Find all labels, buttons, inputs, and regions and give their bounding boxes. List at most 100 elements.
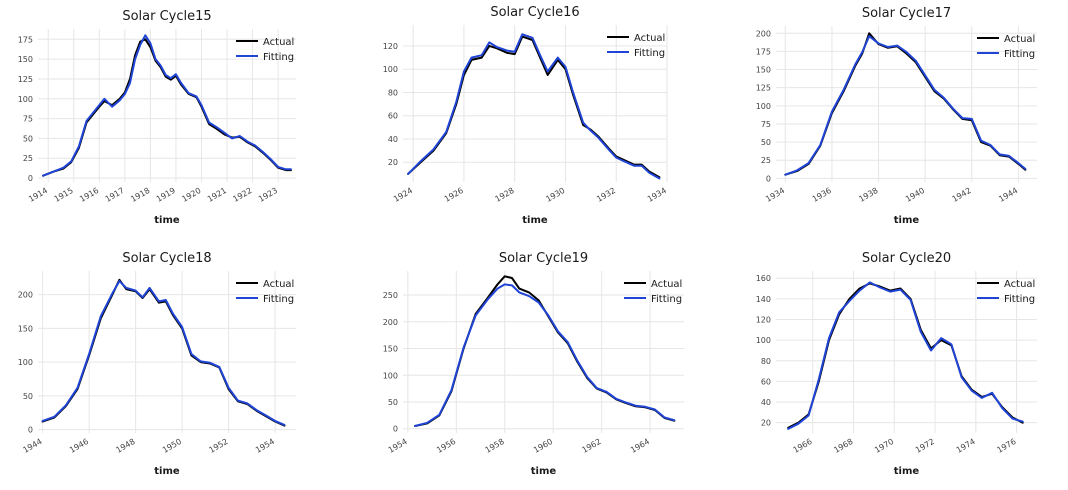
series-line-fitting — [784, 35, 1027, 176]
y-tick-label: 50 — [23, 134, 33, 143]
y-tick-label: 25 — [761, 156, 771, 165]
series-line-actual — [784, 32, 1027, 176]
y-tick-label: 60 — [388, 112, 398, 121]
y-tick-label: 75 — [761, 120, 771, 129]
y-tick-label: 100 — [18, 358, 33, 367]
series-line-fitting — [42, 34, 292, 177]
x-tick-label: 1956 — [435, 437, 457, 455]
x-tick-label: 1966 — [792, 437, 814, 455]
x-tick-label: 1944 — [997, 186, 1019, 204]
y-tick-label: 50 — [23, 392, 33, 401]
legend-label-fitting: Fitting — [263, 52, 294, 63]
series-line-fitting — [407, 33, 661, 180]
x-tick-label: 1924 — [392, 186, 414, 204]
y-tick-label: 0 — [766, 174, 771, 183]
y-tick-label: 0 — [393, 425, 398, 434]
x-tick-label: 1946 — [68, 437, 90, 455]
y-tick-label: 160 — [756, 274, 771, 283]
legend-label-fitting: Fitting — [1004, 49, 1035, 60]
y-tick-label: 125 — [756, 84, 771, 93]
y-tick-label: 25 — [23, 154, 33, 163]
x-tick-label: 1934 — [764, 186, 786, 204]
x-tick-label: 1938 — [857, 186, 879, 204]
x-tick-label: 1914 — [27, 186, 49, 204]
legend: Actual Fitting — [977, 279, 1035, 305]
y-tick-label: 20 — [761, 419, 771, 428]
x-tick-label: 1917 — [104, 186, 126, 204]
x-tick-label: 1950 — [161, 437, 183, 455]
y-tick-label: 120 — [756, 315, 771, 324]
chart-6: 20 40 60 80 100 120 140 160 1966 1968 1970 1972 1974… — [756, 251, 1037, 477]
y-tick-label: 50 — [388, 398, 398, 407]
y-tick-label: 125 — [18, 75, 33, 84]
x-axis-label: time — [894, 215, 920, 226]
y-tick-label: 100 — [756, 336, 771, 345]
y-tick-label: 40 — [761, 398, 771, 407]
x-tick-label: 1964 — [629, 437, 651, 455]
chart-4: 0 50 100 150 200 1944 1946 1948 1950 1952 1954 Sola… — [18, 251, 296, 477]
x-axis-label: time — [154, 215, 180, 226]
x-tick-label: 1968 — [832, 437, 854, 455]
legend-label-actual: Actual — [263, 37, 294, 48]
x-tick-label: 1926 — [443, 186, 465, 204]
y-tick-label: 100 — [756, 102, 771, 111]
legend: Actual Fitting — [236, 279, 294, 305]
y-tick-label: 200 — [18, 291, 33, 300]
y-tick-label: 80 — [761, 357, 771, 366]
legend: Actual Fitting — [977, 34, 1035, 60]
chart-title: Solar Cycle17 — [862, 6, 951, 21]
x-tick-label: 1948 — [114, 437, 136, 455]
legend: Actual Fitting — [607, 33, 665, 59]
x-tick-label: 1952 — [207, 437, 229, 455]
chart-title: Solar Cycle19 — [499, 251, 588, 266]
y-tick-label: 100 — [18, 95, 33, 104]
x-axis-label: time — [531, 466, 557, 477]
x-tick-label: 1954 — [254, 437, 276, 455]
x-tick-label: 1920 — [180, 186, 202, 204]
y-tick-label: 60 — [761, 377, 771, 386]
x-tick-label: 1915 — [53, 186, 75, 204]
series-line-actual — [42, 38, 292, 177]
legend-label-fitting: Fitting — [1004, 294, 1035, 305]
legend-label-actual: Actual — [263, 279, 294, 290]
series-line-fitting — [414, 283, 676, 427]
chart-5: 0 50 100 150 200 250 1954 1956 1958 1960 1962 1964 S… — [383, 251, 684, 477]
y-tick-label: 0 — [28, 426, 33, 435]
chart-title: Solar Cycle20 — [862, 251, 951, 266]
y-tick-label: 50 — [761, 138, 771, 147]
x-tick-label: 1940 — [904, 186, 926, 204]
y-tick-label: 200 — [756, 29, 771, 38]
chart-title: Solar Cycle15 — [122, 9, 211, 24]
x-tick-label: 1923 — [257, 186, 279, 204]
x-axis-label: time — [522, 215, 548, 226]
legend: Actual Fitting — [236, 37, 294, 63]
y-tick-label: 0 — [28, 174, 33, 183]
y-tick-label: 200 — [383, 318, 398, 327]
legend: Actual Fitting — [624, 279, 682, 305]
y-tick-label: 140 — [756, 295, 771, 304]
x-axis-label: time — [894, 466, 920, 477]
legend-label-actual: Actual — [1004, 279, 1035, 290]
y-tick-label: 250 — [383, 291, 398, 300]
chart-3: 0 25 50 75 100 125 150 175 200 1934 1936 1938 1940 19… — [756, 6, 1037, 226]
chart-title: Solar Cycle16 — [490, 5, 579, 20]
x-tick-label: 1954 — [387, 437, 409, 455]
series-line-actual — [407, 35, 661, 179]
legend-label-actual: Actual — [1004, 34, 1035, 45]
y-tick-label: 120 — [383, 42, 398, 51]
legend-label-actual: Actual — [651, 279, 682, 290]
y-tick-label: 75 — [23, 115, 33, 124]
legend-label-fitting: Fitting — [263, 294, 294, 305]
x-tick-label: 1944 — [22, 437, 44, 455]
x-tick-label: 1930 — [544, 186, 566, 204]
x-tick-label: 1922 — [231, 186, 253, 204]
x-tick-label: 1918 — [129, 186, 151, 204]
y-tick-label: 20 — [388, 158, 398, 167]
y-tick-label: 150 — [18, 324, 33, 333]
x-tick-label: 1919 — [155, 186, 177, 204]
chart-title: Solar Cycle18 — [122, 251, 211, 266]
x-tick-label: 1958 — [484, 437, 506, 455]
x-tick-label: 1962 — [581, 437, 603, 455]
